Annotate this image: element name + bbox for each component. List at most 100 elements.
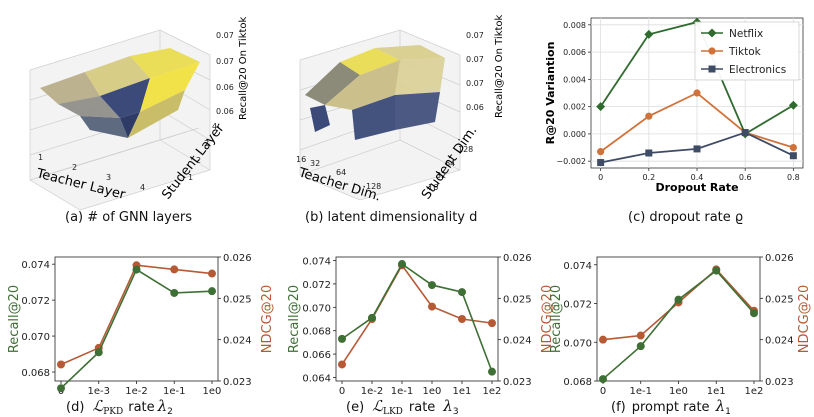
data-point xyxy=(398,260,406,269)
caption-symbol: ℒ xyxy=(372,397,384,415)
tick-label: 32 xyxy=(436,171,446,180)
surface-a-facet xyxy=(85,56,150,96)
data-point xyxy=(596,102,606,112)
left-tick-label: 0.070 xyxy=(21,332,50,343)
caption-b: (b) latent dimensionality d xyxy=(305,210,477,225)
right-tick-label: 0.024 xyxy=(223,336,252,347)
surface-a-ticks: 1 2 3 4 1 2 3 4 0.06 0.06 0.07 0.07 xyxy=(38,31,234,192)
z-axis-label: Recall@20 On Tiktok xyxy=(238,16,249,120)
tick-label: 16 xyxy=(296,155,306,164)
surface-b-facet xyxy=(352,95,395,140)
left-tick-label: 0.068 xyxy=(563,377,592,388)
x-ticks-c: 0 0.2 0.4 0.6 0.8 xyxy=(598,168,800,182)
data-point xyxy=(458,315,466,323)
tick-label: 64 xyxy=(336,168,346,177)
tick-label: 0.06 xyxy=(216,107,234,116)
x-tick-label: 1e-1 xyxy=(163,386,186,397)
tick-label: 4 xyxy=(212,122,217,131)
data-point xyxy=(644,29,654,39)
data-point xyxy=(57,384,65,393)
series-line-recall-at-20 xyxy=(341,262,493,372)
series-line-recall-at-20 xyxy=(60,268,213,389)
tick-label: 0.8 xyxy=(787,173,800,182)
data-point xyxy=(488,367,496,376)
caption-f: (f) prompt rate λ1 xyxy=(611,397,731,417)
surface-a-facet xyxy=(120,112,140,138)
data-point xyxy=(458,288,466,297)
surface-a-facet xyxy=(140,62,200,112)
data-point xyxy=(338,360,346,369)
left-axis-label: Recall@20 xyxy=(287,285,302,353)
data-point xyxy=(597,159,605,167)
left-tick-label: 0.072 xyxy=(21,296,50,307)
caption-var: λ xyxy=(715,397,726,415)
left-tick-label: 0.068 xyxy=(302,327,331,338)
data-point xyxy=(712,266,721,275)
surface-a-facet xyxy=(40,72,100,104)
left-tick-label: 0.072 xyxy=(563,300,592,311)
ticks-e: 0.064 0.066 0.068 0.070 0.072 0.074 0.023 0.024… xyxy=(302,253,531,397)
x-tick-label: 1e1 xyxy=(707,386,726,397)
tick-label: −0.002 xyxy=(556,157,586,166)
caption-prefix: (e) xyxy=(346,400,364,415)
z-axis-label: Recall@20 On Tiktok xyxy=(494,14,505,118)
tick-label: 3 xyxy=(204,139,209,148)
data-point xyxy=(599,335,607,344)
tick-label: 0.07 xyxy=(466,79,484,88)
x-tick-label: 1e-1 xyxy=(630,386,653,397)
tick-label: 0.006 xyxy=(563,48,586,57)
x-tick-label: 1e0 xyxy=(669,386,688,397)
tick-label: 2 xyxy=(72,163,77,172)
tick-label: 64 xyxy=(445,159,455,168)
surface-b-facet xyxy=(395,58,445,95)
tick-label: 1 xyxy=(38,153,43,162)
legend-c: Netflix Tiktok Electronics xyxy=(694,21,800,81)
caption-sub: PKD xyxy=(103,407,123,417)
data-point xyxy=(94,348,103,357)
data-point xyxy=(599,375,607,384)
surface-a-facet xyxy=(80,116,128,138)
right-tick-label: 0.026 xyxy=(223,253,252,264)
tick-label: 0.2 xyxy=(642,173,655,182)
tick-label: 0.004 xyxy=(563,75,586,84)
caption-e: (e) ℒLKD rate λ3 xyxy=(346,397,459,417)
dual-axis-chart-d: 0.068 0.070 0.072 0.074 0.023 0.024 0.025 0.026… xyxy=(7,253,275,417)
x-axis-label: Dropout Rate xyxy=(655,181,738,194)
data-point xyxy=(428,302,436,311)
right-tick-label: 0.023 xyxy=(223,377,252,388)
right-tick-label: 0.025 xyxy=(765,294,794,305)
x-tick-label: 1e2 xyxy=(745,386,764,397)
legend-marker-electronics xyxy=(708,65,716,73)
tick-label: 0.07 xyxy=(466,31,484,40)
dual-axis-chart-f: 0.068 0.070 0.072 0.074 0.023 0.024 0.025 0.026… xyxy=(549,253,812,417)
surface-a-facet xyxy=(100,78,150,118)
data-point xyxy=(208,269,216,278)
data-point xyxy=(636,342,645,351)
right-tick-label: 0.025 xyxy=(503,294,532,305)
tick-label: 0.07 xyxy=(466,55,484,64)
surface-plot-b: 16 32 64 128 16 32 64 128 0.06 0.07 0.07… xyxy=(296,14,505,225)
caption-symbol: ℒ xyxy=(92,397,104,415)
x-tick-label: 1e-1 xyxy=(391,386,414,397)
data-point xyxy=(789,143,797,152)
tick-label: 32 xyxy=(310,159,320,168)
data-point xyxy=(132,265,141,274)
ticks-f: 0.068 0.070 0.072 0.074 0.023 0.024 0.025 0.026… xyxy=(563,253,793,397)
data-point xyxy=(788,100,798,110)
data-point xyxy=(674,295,683,304)
left-tick-label: 0.072 xyxy=(302,280,331,291)
tick-label: 0 xyxy=(598,173,603,182)
tick-label: 2 xyxy=(196,156,201,165)
data-point xyxy=(57,360,65,369)
series-line-recall-at-20 xyxy=(602,269,755,380)
data-point xyxy=(750,309,758,318)
caption-text: rate xyxy=(128,400,154,415)
left-tick-label: 0.074 xyxy=(302,257,331,268)
data-point xyxy=(741,129,749,137)
data-point xyxy=(597,148,605,156)
tick-label: 1 xyxy=(188,173,193,182)
surface-b-mesh xyxy=(305,45,445,140)
data-point xyxy=(338,334,346,343)
data-point xyxy=(428,281,436,290)
